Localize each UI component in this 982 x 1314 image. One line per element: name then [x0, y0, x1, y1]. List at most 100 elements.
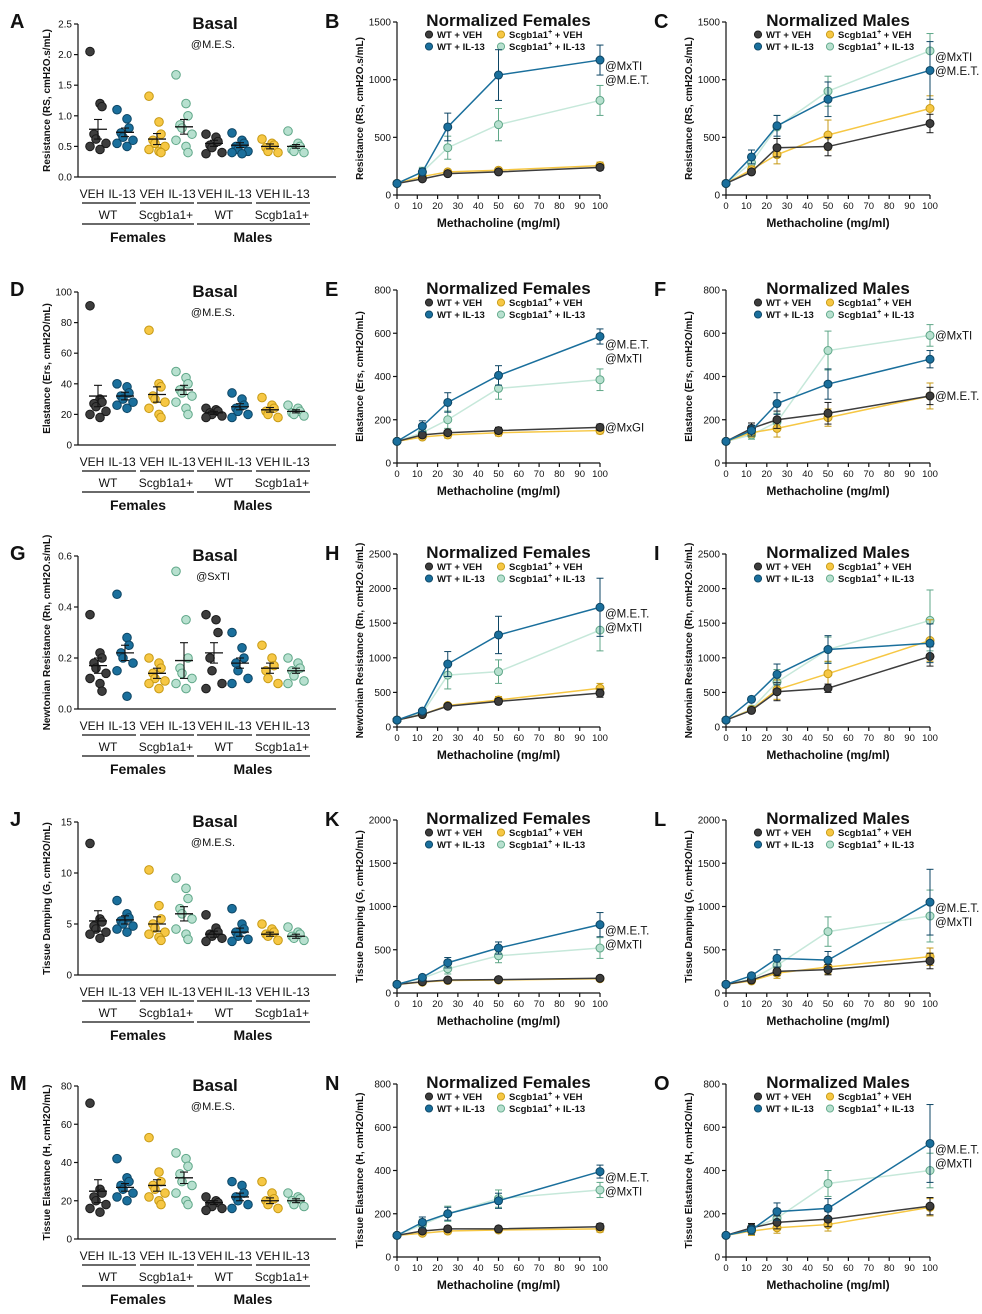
series-wt-il-13	[392, 328, 605, 446]
basal-panel-a: A Basal @M.E.S. 0.0 0.5 1.0 1.5 2.0 2.5 Resistanc…	[10, 11, 336, 245]
genotype-label: Scgb1a1+	[139, 476, 193, 490]
significance-label: @M.E.T.	[605, 926, 649, 938]
y-axis-label: Elastance (Ers, cmH2O/mL)	[42, 303, 53, 434]
x-tick-label: 70	[534, 1263, 545, 1274]
panel-title: Normalized Males	[766, 279, 910, 298]
y-axis-label: Tissue Elastance (H, cmH2O/mL)	[355, 1093, 366, 1249]
data-point	[227, 627, 237, 638]
data-point	[122, 141, 132, 152]
data-point	[171, 397, 181, 407]
data-point	[144, 403, 154, 414]
sex-label: Females	[110, 761, 166, 777]
series-wt-il-13	[721, 350, 935, 446]
significance-label: @M.E.S.	[191, 837, 235, 849]
data-point	[217, 678, 227, 689]
y-tick-label: 0.5	[58, 142, 72, 153]
group-label: IL-13	[282, 187, 310, 201]
data-point	[257, 919, 267, 929]
x-tick-label: 30	[782, 469, 793, 480]
data-point	[417, 972, 427, 982]
y-tick-label: 1500	[369, 619, 392, 630]
significance-label: @MxTI	[935, 52, 972, 64]
legend-label: WT + VEH	[766, 298, 811, 309]
sex-label: Males	[234, 229, 273, 245]
x-tick-label: 0	[723, 999, 728, 1010]
series-wt-veh	[392, 162, 605, 188]
x-tick-label: 30	[453, 1263, 464, 1274]
data-point	[494, 696, 503, 706]
panel-title: Normalized Males	[766, 543, 910, 562]
basal-panel-j: J Basal @M.E.S. 0 5 10 15 Tissue Damping (G, cm…	[10, 809, 336, 1043]
dot-group	[85, 300, 111, 423]
data-point	[118, 1184, 128, 1195]
legend-marker	[753, 828, 763, 837]
y-tick-label: 500	[703, 688, 720, 699]
legend-marker	[753, 42, 763, 51]
legend-marker	[825, 828, 835, 837]
x-tick-label: 80	[554, 1263, 565, 1274]
data-point	[273, 147, 283, 158]
legend-label: Scgb1a1+ + VEH	[509, 561, 583, 573]
x-tick-label: 80	[884, 733, 895, 744]
data-point	[112, 665, 122, 676]
x-tick-label: 60	[843, 469, 854, 480]
data-point	[122, 1195, 132, 1206]
legend-entry: WT + IL-13	[424, 840, 485, 851]
group-label: IL-13	[108, 455, 136, 469]
data-point	[122, 403, 132, 414]
group-label: IL-13	[108, 985, 136, 999]
dot-group	[112, 895, 138, 937]
x-tick-label: 70	[864, 999, 875, 1010]
legend-label: WT + IL-13	[766, 574, 814, 585]
data-point	[595, 375, 605, 385]
group-label: VEH	[198, 985, 223, 999]
data-point	[187, 1180, 197, 1191]
data-point	[595, 920, 605, 930]
data-point	[211, 614, 221, 625]
panel-title: Normalized Females	[426, 11, 590, 30]
x-tick-label: 50	[823, 999, 834, 1010]
x-tick-label: 50	[823, 1263, 834, 1274]
legend-entry: WT + IL-13	[424, 574, 485, 585]
sex-label: Males	[234, 1291, 273, 1307]
data-point	[177, 668, 187, 679]
x-axis-label: Methacholine (mg/ml)	[437, 216, 560, 230]
group-label: IL-13	[108, 187, 136, 201]
x-tick-label: 90	[574, 469, 585, 480]
data-point	[443, 415, 453, 425]
group-label: VEH	[198, 187, 223, 201]
legend-marker	[753, 574, 763, 583]
y-tick-label: 2500	[698, 550, 721, 561]
legend-label: Scgb1a1+ + IL-13	[838, 41, 914, 53]
legend-marker	[753, 310, 763, 319]
data-point	[122, 114, 132, 124]
data-point	[124, 1176, 134, 1187]
data-point	[85, 1098, 95, 1109]
data-point	[299, 411, 309, 421]
significance-label: @MxTI	[605, 353, 642, 365]
data-point	[144, 653, 154, 663]
x-tick-label: 50	[493, 469, 504, 480]
significance-label: @MxTI	[935, 917, 972, 929]
data-point	[154, 117, 164, 127]
legend-label: WT + VEH	[437, 828, 482, 839]
data-point	[595, 55, 605, 65]
data-point	[392, 1230, 402, 1240]
legend-entry: Scgb1a1+ + IL-13	[825, 839, 914, 851]
genotype-label: WT	[99, 1006, 118, 1020]
significance-label: @M.E.T.	[935, 1144, 979, 1156]
data-point	[201, 129, 211, 139]
data-point	[187, 673, 197, 684]
series-wt-veh	[721, 952, 935, 989]
data-point	[85, 929, 95, 940]
dot-group	[227, 388, 253, 423]
legend-marker	[424, 310, 434, 319]
dot-group	[171, 566, 197, 694]
y-tick-label: 2.0	[58, 50, 72, 61]
y-tick-label: 0.4	[58, 603, 72, 614]
x-tick-label: 30	[782, 201, 793, 212]
significance-label: @MxGI	[605, 422, 644, 434]
panel-label: B	[325, 11, 339, 33]
y-tick-label: 600	[703, 1123, 720, 1134]
